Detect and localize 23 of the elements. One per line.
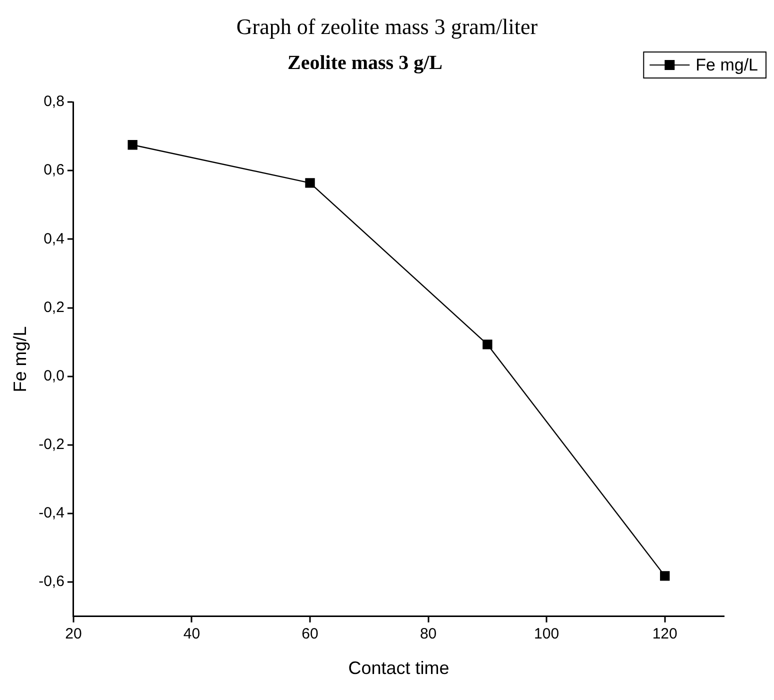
x-tick-label: 100	[534, 626, 560, 643]
point	[128, 140, 138, 150]
x-tick-label: 20	[65, 626, 82, 643]
point	[482, 340, 492, 350]
y-tick-label: 0,4	[44, 230, 64, 248]
y-tick-label: -0,6	[38, 573, 64, 590]
x-tick-label: 80	[420, 626, 437, 643]
y-axis-title: Fe mg/L	[10, 326, 30, 392]
x-tick-label: 60	[302, 626, 318, 643]
x-tick-label: 120	[652, 626, 678, 643]
y-tick-label: 0,2	[44, 298, 64, 316]
y-tick-label: 0,6	[44, 162, 64, 179]
y-tick-label: -0,4	[38, 504, 64, 522]
y-tick-label: -0,2	[38, 436, 64, 454]
point	[305, 178, 315, 188]
chart-subtitle: Zeolite mass 3 g/L	[288, 52, 442, 74]
x-tick-label: 40	[183, 626, 200, 643]
legend-label: Fe mg/L	[696, 56, 758, 75]
x-axis-title: Contact time	[348, 658, 450, 678]
chart-title: Graph of zeolite mass 3 gram/liter	[235, 14, 539, 41]
y-tick-label: 0,8	[44, 93, 64, 110]
point	[660, 571, 670, 581]
y-tick-label: 0,0	[44, 367, 64, 384]
